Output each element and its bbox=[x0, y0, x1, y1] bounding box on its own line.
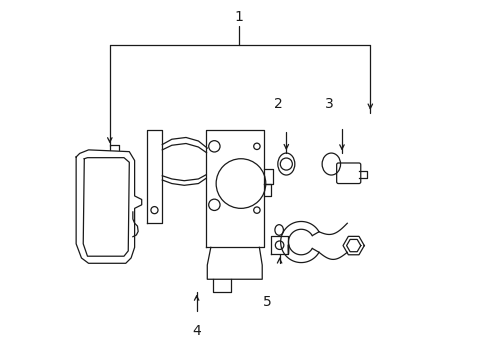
Text: 3: 3 bbox=[325, 97, 333, 111]
Text: 1: 1 bbox=[234, 10, 243, 24]
Text: 4: 4 bbox=[192, 324, 201, 338]
Text: 5: 5 bbox=[263, 295, 271, 309]
Text: 2: 2 bbox=[273, 97, 282, 111]
